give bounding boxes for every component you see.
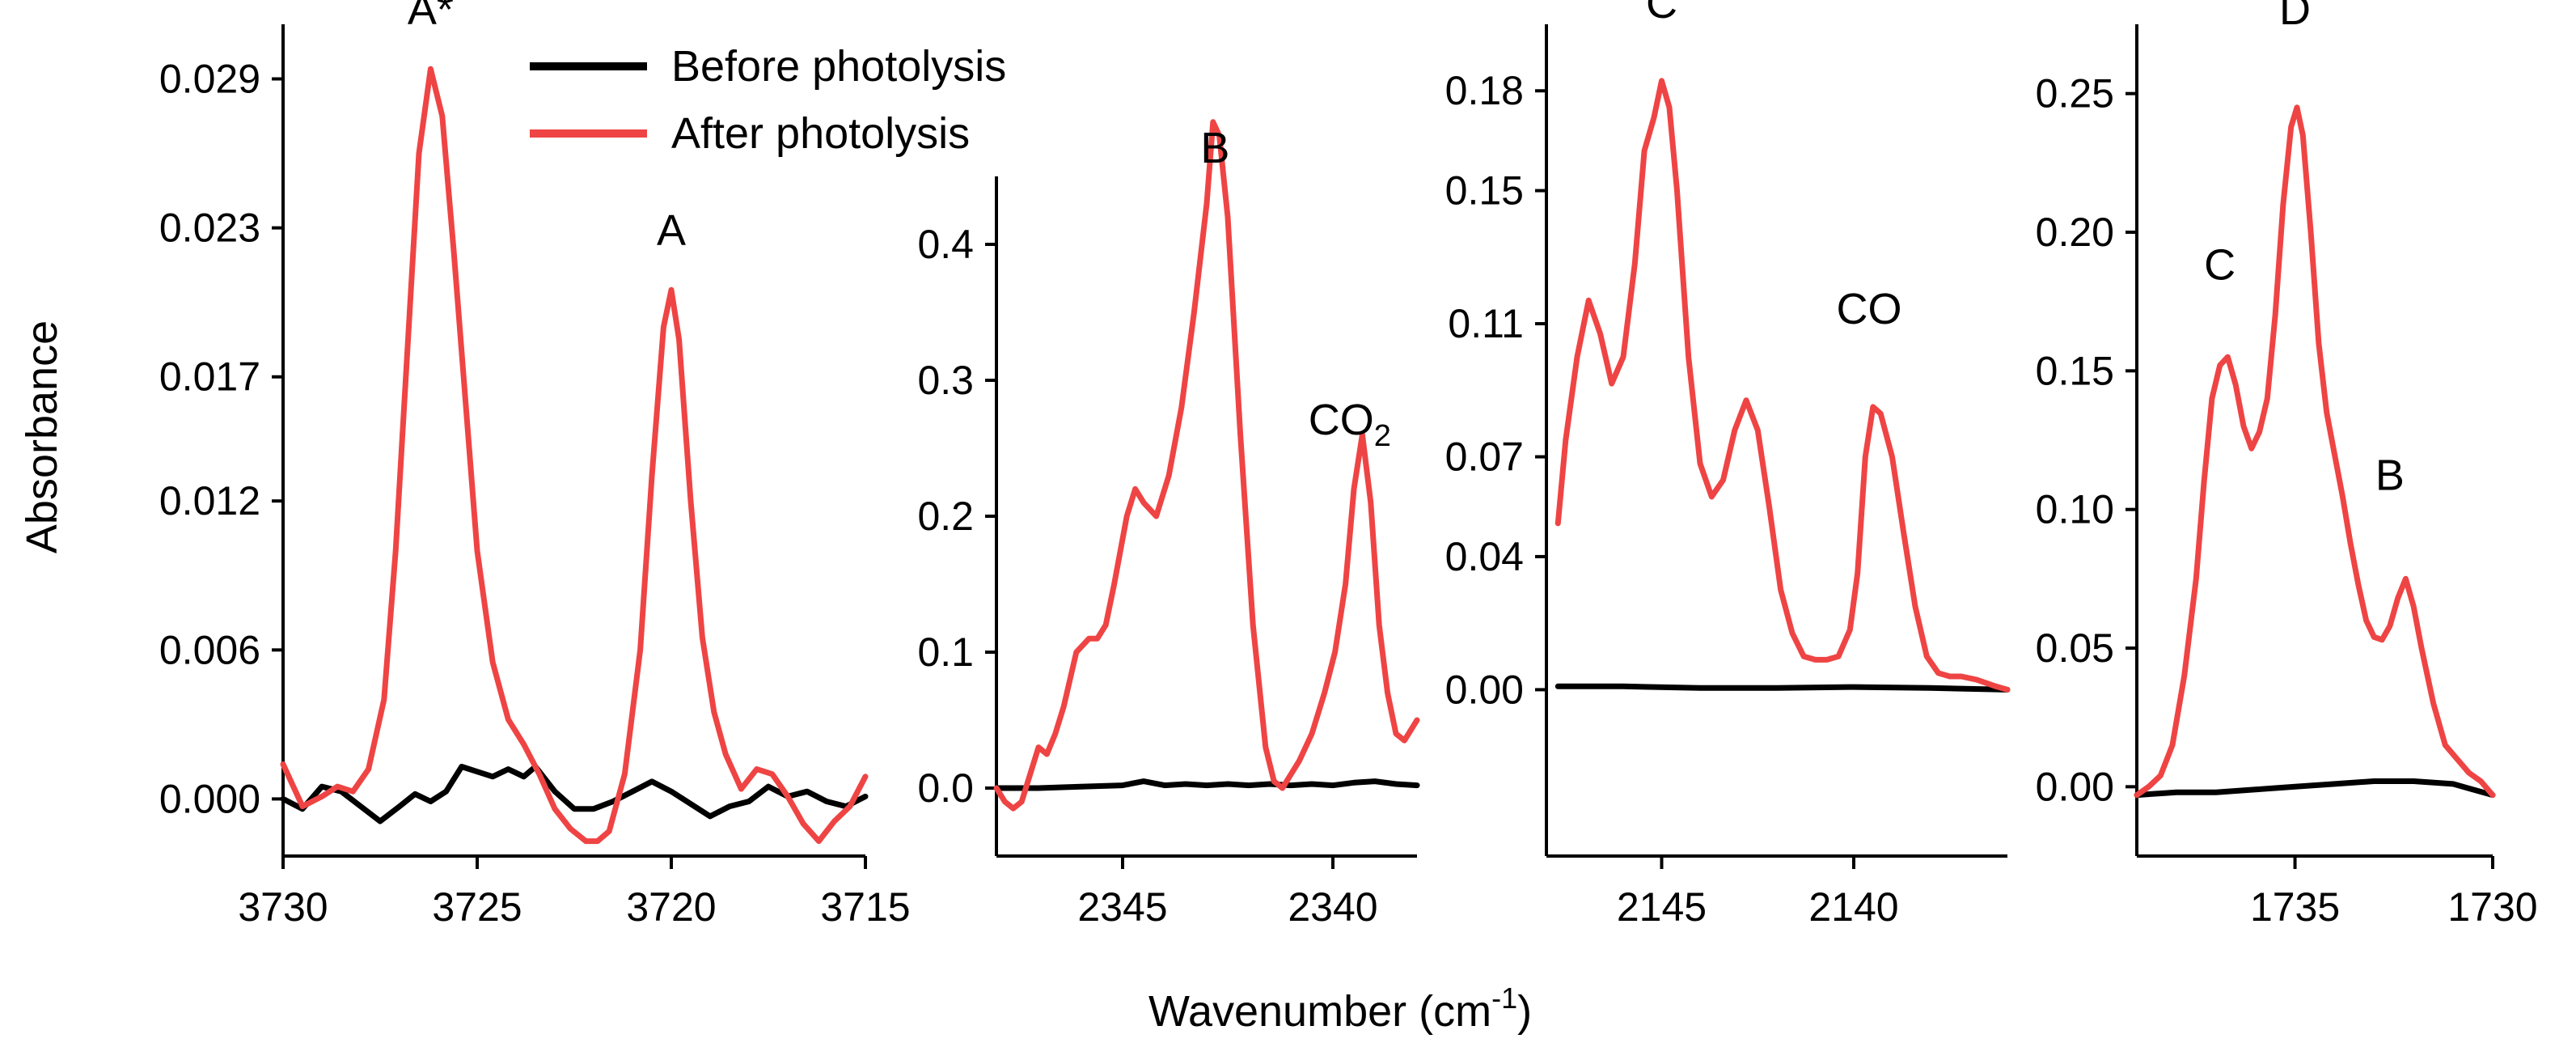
y-tick-label: 0.3 (917, 358, 974, 403)
peak-label: C (1646, 0, 1677, 28)
x-tick-label: 3725 (432, 884, 522, 930)
y-tick-label: 0.15 (1445, 168, 1524, 214)
x-tick-label: 2140 (1808, 884, 1898, 930)
x-tick-label: 2340 (1288, 884, 1377, 930)
legend-label-before: Before photolysis (671, 42, 1006, 91)
panel-4: 0.00 0.05 0.10 0.15 0.20 0.25 1735 1730 C D B (2036, 0, 2538, 930)
legend: Before photolysis After photolysis (530, 42, 1006, 158)
y-tick-label: 0.00 (2036, 764, 2114, 809)
y-tick-label: 0.20 (2036, 210, 2114, 255)
x-tick-label: 1735 (2250, 884, 2340, 930)
peak-label: B (1200, 124, 1229, 172)
x-axis-title: Wavenumber (cm-1) (1148, 981, 1532, 1036)
y-tick-label: 0.017 (159, 354, 260, 400)
panel-2: 0.0 0.1 0.2 0.3 0.4 2345 2340 B CO2 (917, 119, 1420, 930)
y-tick-label: 0.029 (159, 57, 260, 102)
before-photolysis-line-1 (280, 764, 869, 824)
y-tick-label: 0.18 (1445, 68, 1524, 113)
peak-label: C (2204, 240, 2235, 289)
before-photolysis-line-3 (1554, 683, 2011, 693)
x-tick-label: 2145 (1617, 884, 1707, 930)
y-tick-label: 0.000 (159, 776, 260, 821)
x-tick-label: 2345 (1077, 884, 1167, 930)
legend-label-after: After photolysis (671, 109, 970, 158)
after-photolysis-line-4 (2134, 104, 2496, 799)
before-photolysis-line-4 (2134, 778, 2496, 799)
y-tick-label: 0.05 (2036, 625, 2114, 671)
panels-layer: 0.000 0.006 0.012 0.017 0.023 0.029 3730 3725 37… (159, 0, 2538, 930)
y-tick-label: 0.0 (917, 765, 974, 811)
peak-label: CO (1837, 285, 1902, 333)
y-tick-label: 0.4 (917, 222, 974, 267)
x-tick-label: 1730 (2447, 884, 2537, 930)
y-tick-label: 0.023 (159, 206, 260, 251)
y-tick-label: 0.1 (917, 629, 974, 675)
y-tick-label: 0.012 (159, 478, 260, 524)
peak-label: A (657, 206, 686, 255)
after-photolysis-line-1 (280, 66, 869, 845)
y-tick-label: 0.11 (1448, 301, 1524, 346)
panel-3: 0.00 0.04 0.07 0.11 0.15 0.18 2145 2140 C CO (1445, 0, 2011, 930)
y-tick-label: 0.15 (2036, 348, 2114, 393)
y-axis-title: Absorbance (18, 320, 66, 553)
peak-label: D (2279, 0, 2311, 34)
after-photolysis-line-3 (1554, 78, 2011, 693)
peak-label: CO2 (1309, 396, 1391, 453)
y-tick-label: 0.25 (2036, 71, 2114, 117)
y-tick-label: 0.2 (917, 494, 974, 539)
y-tick-label: 0.006 (159, 627, 260, 672)
y-tick-label: 0.00 (1445, 667, 1524, 712)
y-tick-label: 0.04 (1445, 534, 1524, 579)
peak-label: A* (408, 0, 454, 34)
y-tick-label: 0.07 (1445, 434, 1524, 480)
x-tick-label: 3715 (820, 884, 910, 930)
panel-1: 0.000 0.006 0.012 0.017 0.023 0.029 3730 3725 37… (159, 0, 911, 930)
after-photolysis-line-2 (993, 119, 1420, 812)
y-tick-label: 0.10 (2036, 487, 2114, 532)
before-photolysis-line-2 (993, 778, 1420, 791)
peak-label: B (2375, 451, 2405, 500)
x-tick-label: 3730 (238, 884, 328, 930)
x-tick-label: 3720 (626, 884, 716, 930)
